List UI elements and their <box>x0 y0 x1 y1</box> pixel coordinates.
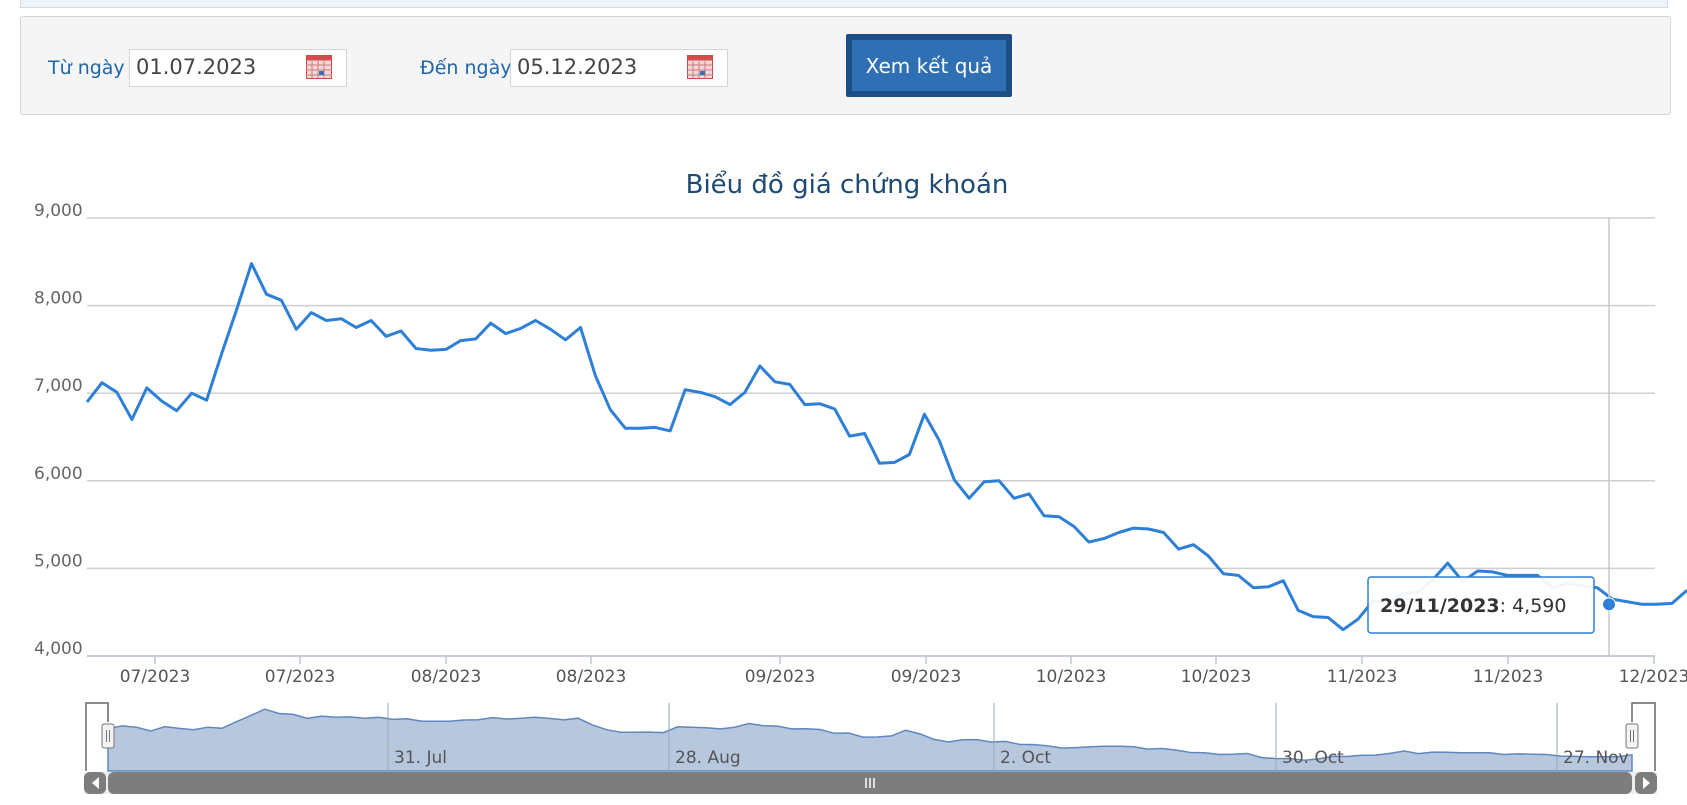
from-date-label: Từ ngày <box>48 57 125 79</box>
navigator-area <box>107 708 1633 772</box>
x-tick-label: 07/2023 <box>265 667 336 687</box>
y-tick-label: 6,000 <box>34 464 83 484</box>
navigator-label: 27. Nov <box>1563 748 1629 768</box>
to-date-field[interactable]: 05.12.2023 <box>510 49 728 87</box>
calendar-icon[interactable] <box>306 55 332 79</box>
tooltip-date: 29/11/2023 <box>1380 595 1500 617</box>
date-filter-panel: Từ ngày 01.07.2023 Đến ngày 05.12.2023 X… <box>20 16 1671 115</box>
navigator-label: 28. Aug <box>675 748 741 768</box>
tooltip-point-marker <box>1602 597 1616 612</box>
y-tick-label: 9,000 <box>34 201 83 221</box>
y-tick-label: 5,000 <box>34 551 83 571</box>
x-tick-label: 07/2023 <box>120 667 191 687</box>
navigator-outline-right <box>1631 702 1656 771</box>
navigator-label: 2. Oct <box>1000 748 1051 768</box>
navigator-handle-right[interactable] <box>1625 723 1639 749</box>
to-date-value[interactable]: 05.12.2023 <box>517 55 638 79</box>
price-series-line <box>85 262 1687 632</box>
to-date-label: Đến ngày <box>420 57 512 79</box>
x-tick-label: 08/2023 <box>556 667 627 687</box>
chevron-left-icon <box>92 777 99 789</box>
chevron-right-icon <box>1643 777 1650 789</box>
y-tick-label: 4,000 <box>34 639 83 659</box>
navigator-handle-left[interactable] <box>101 723 115 749</box>
x-tick-label: 08/2023 <box>411 667 482 687</box>
x-tick-label: 10/2023 <box>1036 667 1107 687</box>
submit-button-frame: Xem kết quả <box>846 34 1012 97</box>
navigator-label: 30. Oct <box>1282 748 1344 768</box>
navigator-outline-left <box>85 702 109 771</box>
y-tick-label: 7,000 <box>34 376 83 396</box>
tooltip-box <box>1367 576 1595 634</box>
from-date-value[interactable]: 01.07.2023 <box>136 55 257 79</box>
x-tick-label: 12/2023 <box>1619 667 1687 687</box>
x-tick-label: 09/2023 <box>745 667 816 687</box>
x-tick-label: 11/2023 <box>1473 667 1544 687</box>
navigator-label: 31. Jul <box>394 748 447 768</box>
calendar-icon[interactable] <box>687 55 713 79</box>
x-tick-label: 11/2023 <box>1327 667 1398 687</box>
view-results-button[interactable]: Xem kết quả <box>852 40 1006 91</box>
from-date-field[interactable]: 01.07.2023 <box>129 49 347 87</box>
y-tick-label: 8,000 <box>34 289 83 309</box>
x-tick-label: 10/2023 <box>1181 667 1252 687</box>
tooltip-value: : 4,590 <box>1500 595 1567 617</box>
top-panel-strip <box>20 0 1668 8</box>
tooltip-text: 29/11/2023: 4,590 <box>1380 595 1566 617</box>
x-tick-label: 09/2023 <box>891 667 962 687</box>
chart-title: Biểu đồ giá chứng khoán <box>686 169 1009 200</box>
